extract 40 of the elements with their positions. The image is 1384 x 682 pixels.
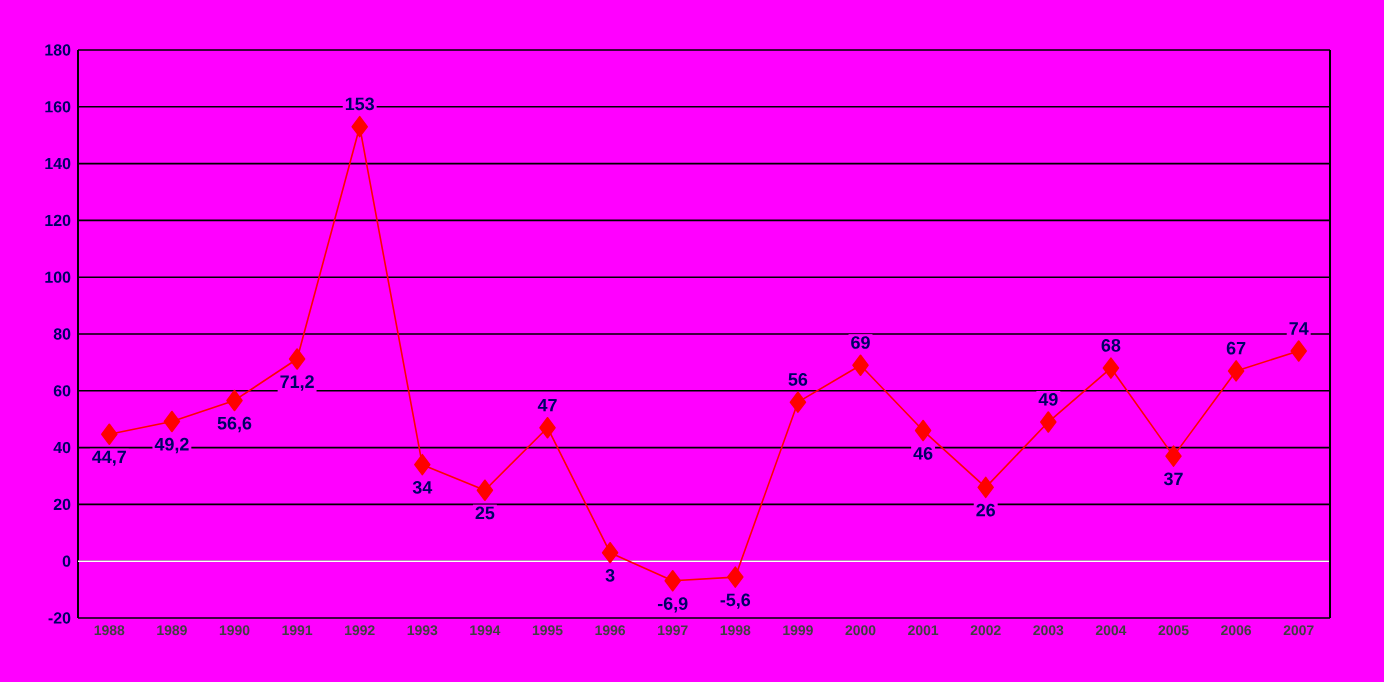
data-label: 49 — [1038, 392, 1058, 406]
point — [1290, 340, 1307, 362]
point — [476, 479, 494, 501]
data-label: 47 — [537, 398, 557, 412]
data-label: 56,6 — [217, 416, 252, 433]
data-label: 37 — [1163, 472, 1183, 486]
data-label: 68 — [1101, 338, 1121, 352]
point — [1102, 357, 1120, 379]
point — [601, 541, 619, 564]
data-label: 34 — [412, 481, 433, 494]
data-label: 71,2 — [280, 375, 314, 391]
data-label: 26 — [976, 503, 996, 517]
data-label: 49,2 — [154, 437, 189, 454]
point — [351, 115, 368, 138]
point — [977, 476, 994, 499]
data-label: 56 — [788, 373, 808, 386]
point — [226, 389, 243, 412]
point — [1227, 360, 1245, 382]
point — [727, 566, 744, 588]
point — [852, 354, 869, 376]
data-label: -6,9 — [657, 597, 688, 613]
data-label: 74 — [1289, 322, 1309, 335]
point — [539, 416, 556, 439]
point — [414, 453, 431, 476]
data-label: 153 — [345, 97, 374, 111]
point — [163, 410, 181, 433]
point — [664, 570, 681, 592]
data-label: 44,7 — [92, 450, 126, 466]
data-label: 69 — [851, 336, 870, 349]
data-label: 67 — [1226, 341, 1246, 355]
point — [789, 391, 807, 413]
point — [288, 348, 306, 370]
point — [914, 419, 932, 442]
point — [101, 423, 118, 446]
data-label: 3 — [605, 569, 615, 582]
point — [1040, 411, 1057, 433]
data-label: 25 — [475, 506, 495, 520]
data-label: 46 — [913, 446, 933, 460]
data-label: -5,6 — [720, 593, 751, 609]
point — [1165, 445, 1182, 467]
